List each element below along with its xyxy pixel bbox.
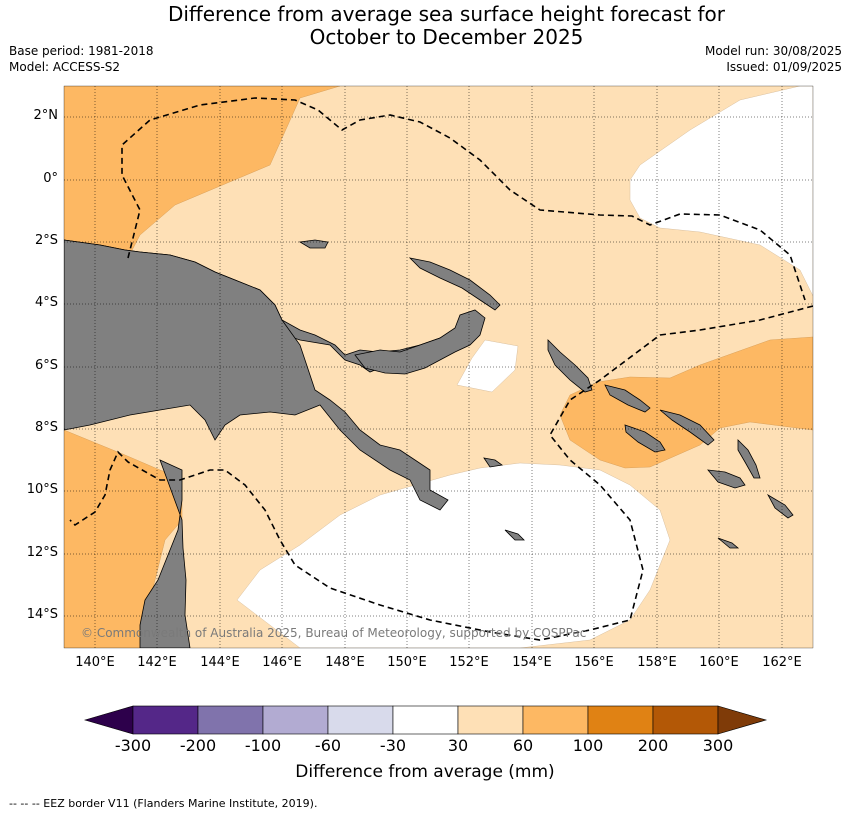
map-frame [63, 85, 814, 649]
colorbar-bin-4 [327, 705, 394, 735]
colorbar-tick: -100 [244, 736, 282, 755]
map-area [64, 86, 813, 648]
lon-label-146e: 146°E [262, 655, 302, 670]
band-neutral-coral-sea [236, 462, 671, 648]
land-new-ireland [408, 257, 501, 311]
land-santa-cruz [737, 439, 761, 479]
colorbar-bin-9 [652, 705, 719, 735]
colorbar-bin-5 [392, 705, 459, 735]
colorbar-tick: 60 [512, 736, 534, 755]
colorbar-tick: -200 [179, 736, 217, 755]
lon-label-152e: 152°E [449, 655, 489, 670]
colorbar-tick: 300 [702, 736, 734, 755]
colorbar-bin-6 [457, 705, 524, 735]
lon-label-156e: 156°E [574, 655, 614, 670]
lon-label-148e: 148°E [325, 655, 365, 670]
lon-label-160e: 160°E [699, 655, 739, 670]
colorbar-bin-2 [197, 705, 264, 735]
colorbar-tick: -60 [314, 736, 342, 755]
lon-label-144e: 144°E [200, 655, 240, 670]
band-60-100-east [559, 336, 813, 469]
meta-right: Model run: 30/08/2025 Issued: 01/09/2025 [705, 43, 842, 75]
chart-title: Difference from average sea surface heig… [0, 3, 850, 49]
copyright-notice: © Commonwealth of Australia 2025, Bureau… [81, 626, 587, 640]
lat-label-0: 0° [43, 171, 58, 186]
lon-label-150e: 150°E [387, 655, 427, 670]
colorbar-bin-8 [587, 705, 654, 735]
eez-legend-note: -- -- -- EEZ border V11 (Flanders Marine… [9, 797, 318, 810]
colorbar [83, 705, 768, 735]
colorbar-label: Difference from average (mm) [295, 762, 555, 782]
colorbar-bin-7 [522, 705, 589, 735]
title-line-1: Difference from average sea surface heig… [167, 2, 726, 26]
land-cape-york [139, 459, 191, 648]
band-neutral-northeast [629, 86, 813, 297]
model-run: Model run: 30/08/2025 [704, 44, 842, 58]
colorbar-tick: -30 [379, 736, 407, 755]
land-malaita [659, 409, 715, 446]
title-line-2: October to December 2025 [309, 25, 584, 49]
land-vanuatu-north [707, 469, 746, 489]
land-bougainville [547, 339, 593, 393]
model-name: Model: ACCESS-S2 [9, 60, 121, 74]
eez-border [69, 97, 813, 641]
land-guadalcanal [624, 424, 666, 453]
lat-label-12s: 12°S [26, 545, 58, 560]
lat-label-2s: 2°S [34, 233, 58, 248]
lon-label-158e: 158°E [637, 655, 677, 670]
lat-label-10s: 10°S [26, 482, 58, 497]
issued-date: Issued: 01/09/2025 [726, 60, 842, 74]
land-new-britain [354, 309, 486, 375]
lon-label-142e: 142°E [137, 655, 177, 670]
colorbar-tick: 200 [637, 736, 669, 755]
lat-label-2n: 2°N [33, 108, 59, 123]
grid-lines [64, 86, 813, 648]
base-period: Base period: 1981-2018 [9, 44, 154, 58]
band-60-100-southwest [64, 429, 183, 648]
colorbar-tick: 30 [447, 736, 469, 755]
colorbar-tick: 100 [572, 736, 604, 755]
lon-label-162e: 162°E [762, 655, 802, 670]
colorbar-extend-high [717, 705, 768, 735]
band-neutral-solomon-sea [456, 339, 519, 393]
lon-label-140e: 140°E [75, 655, 115, 670]
colorbar-bin-3 [262, 705, 329, 735]
lat-label-6s: 6°S [34, 358, 58, 373]
land-small-island [717, 537, 740, 549]
colorbar-extend-low [83, 705, 134, 735]
land-rossel [504, 529, 525, 541]
lon-label-154e: 154°E [512, 655, 552, 670]
colorbar-tick: -300 [114, 736, 152, 755]
land-louisiade [483, 457, 504, 468]
colorbar-bin-1 [132, 705, 199, 735]
land-new-guinea [64, 239, 449, 511]
land-choiseul [604, 384, 651, 413]
meta-left: Base period: 1981-2018 Model: ACCESS-S2 [9, 43, 154, 75]
lat-label-14s: 14°S [26, 607, 58, 622]
lat-label-4s: 4°S [34, 295, 58, 310]
lat-label-8s: 8°S [34, 420, 58, 435]
